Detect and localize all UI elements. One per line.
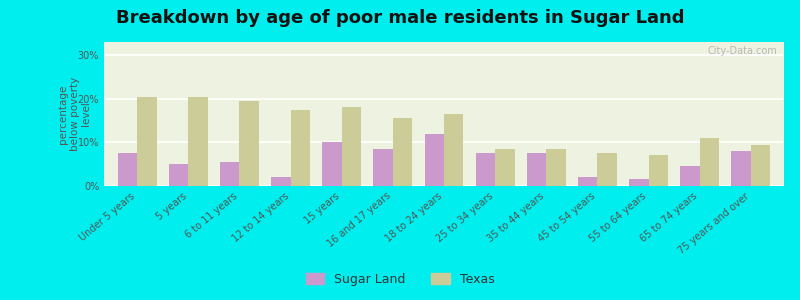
Bar [546, 149, 566, 186]
Bar [476, 153, 495, 186]
Bar [239, 101, 259, 186]
Bar [188, 97, 208, 186]
Bar [271, 177, 290, 186]
Bar [649, 155, 668, 186]
Text: Breakdown by age of poor male residents in Sugar Land: Breakdown by age of poor male residents … [116, 9, 684, 27]
Bar [444, 114, 463, 186]
Bar [578, 177, 598, 186]
Y-axis label: percentage
below poverty
level: percentage below poverty level [58, 77, 91, 151]
Bar [342, 107, 361, 186]
Bar [118, 153, 138, 186]
Bar [374, 149, 393, 186]
Bar [393, 118, 412, 186]
Bar [322, 142, 342, 186]
Bar [290, 110, 310, 186]
Text: City-Data.com: City-Data.com [707, 46, 778, 56]
Bar [750, 145, 770, 186]
Legend: Sugar Land, Texas: Sugar Land, Texas [301, 268, 499, 291]
Bar [680, 167, 700, 186]
Bar [629, 179, 649, 186]
Bar [425, 134, 444, 186]
Bar [731, 151, 750, 186]
Bar [169, 164, 188, 186]
Bar [598, 153, 617, 186]
Bar [495, 149, 514, 186]
Bar [138, 97, 157, 186]
Bar [220, 162, 239, 186]
Bar [527, 153, 546, 186]
Bar [700, 138, 719, 186]
